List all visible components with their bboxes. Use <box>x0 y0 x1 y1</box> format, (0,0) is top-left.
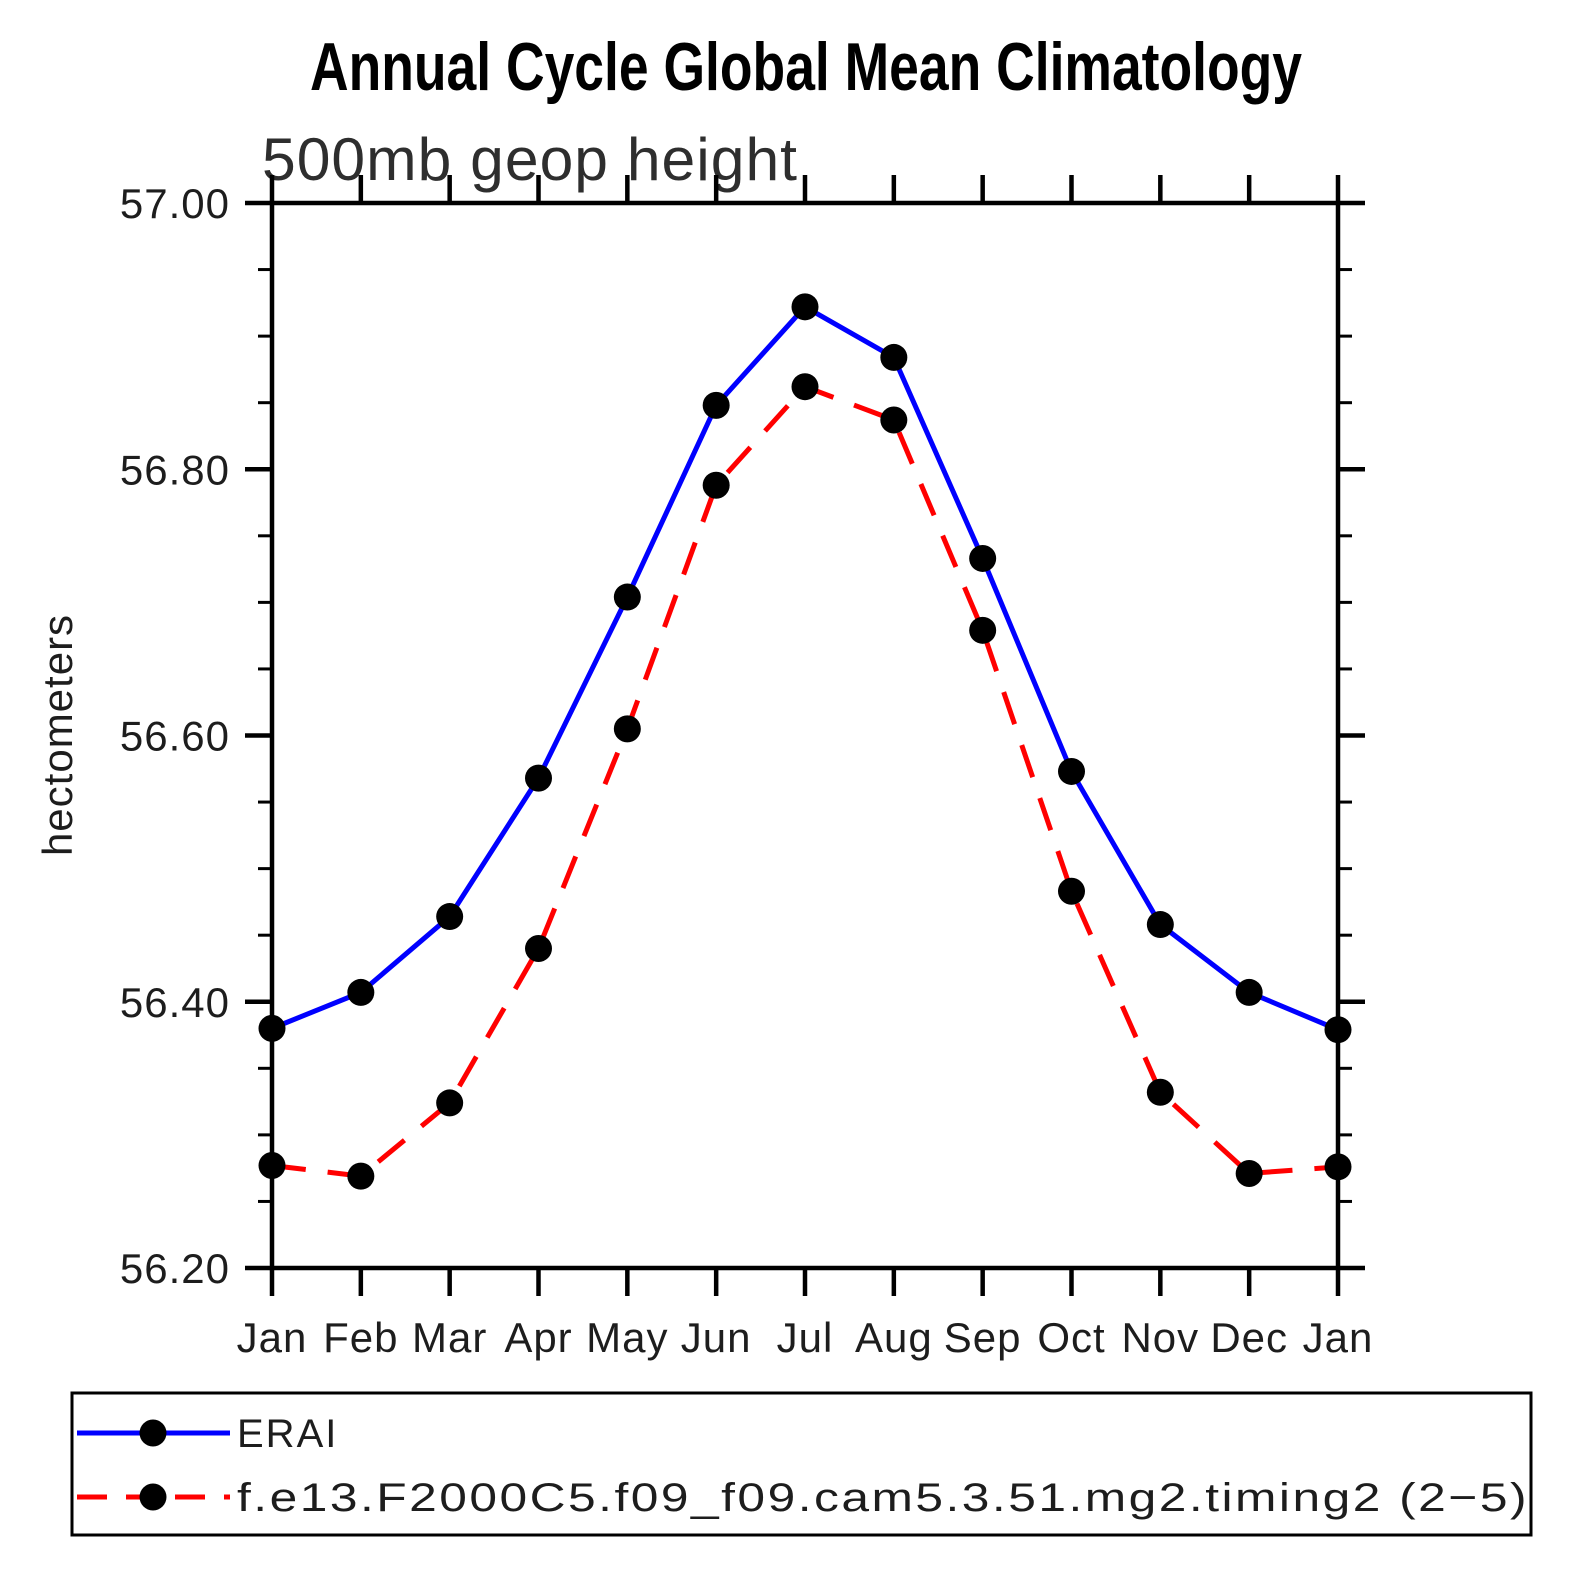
legend: ERAI f.e13.F2000C5.f09_f09.cam5.3.51.mg2.… <box>70 1391 1533 1537</box>
x-tick-label: Jan <box>237 1314 308 1361</box>
data-point-marker <box>1058 877 1085 905</box>
x-tick-label: Nov <box>1121 1314 1199 1361</box>
data-point-marker <box>880 343 908 371</box>
x-tick-label: Aug <box>855 1314 933 1361</box>
y-tick-label: 56.40 <box>120 979 230 1026</box>
x-tick-label: May <box>586 1314 668 1361</box>
data-point-marker <box>1146 1078 1174 1106</box>
data-point-marker <box>880 406 908 434</box>
data-point-marker <box>436 1089 464 1117</box>
x-tick-label: Sep <box>944 1314 1022 1361</box>
legend-box <box>70 1391 1533 1537</box>
data-point-marker <box>702 471 730 499</box>
data-point-marker <box>436 903 464 931</box>
y-tick-label: 56.20 <box>120 1245 230 1292</box>
x-tick-label: Oct <box>1037 1314 1105 1361</box>
x-tick-label: Jan <box>1303 1314 1374 1361</box>
data-point-marker <box>525 764 552 792</box>
data-point-marker <box>1058 757 1085 785</box>
y-tick-label: 56.60 <box>120 713 230 760</box>
data-point-marker <box>1235 978 1263 1006</box>
x-tick-label: Feb <box>323 1314 398 1361</box>
x-tick-label: Jul <box>777 1314 834 1361</box>
series-line-0 <box>271 303 1339 1033</box>
data-point-marker <box>525 935 552 962</box>
plot-frame <box>269 200 1341 1271</box>
data-point-marker <box>969 544 997 572</box>
series-line-1 <box>271 383 1339 1179</box>
data-point-marker <box>1146 911 1174 939</box>
data-point-marker <box>613 715 641 743</box>
x-tick-label: Mar <box>412 1314 487 1361</box>
chart-title: Annual Cycle Global Mean Climatology <box>310 29 1302 105</box>
y-tick-label: 57.00 <box>120 180 230 227</box>
chart-subtitle: 500mb geop height <box>262 126 798 193</box>
data-point-marker <box>347 1162 375 1190</box>
legend-label-0: ERAI <box>237 1412 338 1456</box>
legend-swatch-marker-0 <box>139 1419 167 1447</box>
data-point-marker <box>791 373 819 401</box>
y-tick-label: 56.80 <box>120 446 230 493</box>
x-tick-label: Dec <box>1210 1314 1288 1361</box>
legend-swatch-marker-1 <box>139 1483 167 1511</box>
data-point-marker <box>347 978 375 1006</box>
y-axis-title: hectometers <box>34 614 81 856</box>
data-point-marker <box>702 391 730 419</box>
series-group <box>258 293 1352 1190</box>
data-point-marker <box>613 583 641 611</box>
x-tick-label: Apr <box>504 1314 572 1361</box>
data-point-marker <box>969 616 997 644</box>
data-point-marker <box>791 293 819 321</box>
legend-label-1: f.e13.F2000C5.f09_f09.cam5.3.51.mg2.timi… <box>237 1476 1529 1520</box>
x-tick-label: Jun <box>681 1314 752 1361</box>
data-point-marker <box>1235 1159 1263 1187</box>
